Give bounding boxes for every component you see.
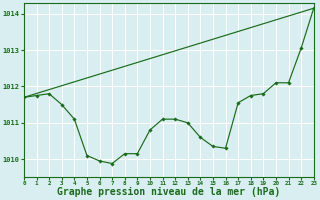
X-axis label: Graphe pression niveau de la mer (hPa): Graphe pression niveau de la mer (hPa) — [57, 187, 280, 197]
